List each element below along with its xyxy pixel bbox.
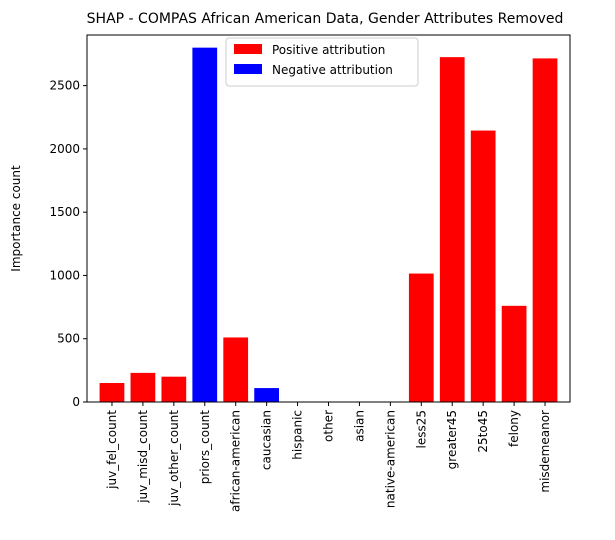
legend-box: [225, 37, 419, 87]
bar-priors_count: [192, 47, 218, 402]
y-axis-label: Importance count: [9, 165, 23, 272]
y-tick-label: 2000: [49, 142, 80, 156]
x-tick-label: juv_fel_count: [105, 410, 119, 490]
x-tick-label: hispanic: [291, 410, 305, 460]
bar-caucasian: [254, 388, 280, 402]
y-tick-label: 1000: [49, 268, 80, 282]
chart-title: SHAP - COMPAS African American Data, Gen…: [87, 11, 564, 27]
x-tick-label: greater45: [445, 410, 459, 469]
bar-juv_other_count: [161, 376, 187, 402]
legend-swatch: [234, 64, 262, 74]
y-tick-label: 2500: [49, 79, 80, 93]
y-axis-ticks: 0 500 1000 1500 2000 2500: [49, 79, 87, 409]
bar-misdemeanor: [532, 58, 558, 402]
bar-juv_misd_count: [130, 372, 156, 402]
legend-label: Positive attribution: [272, 43, 385, 57]
x-tick-label: felony: [507, 410, 521, 447]
legend-swatch: [234, 44, 262, 54]
x-tick-label: african-american: [229, 410, 243, 512]
plot-frame: [86, 34, 571, 403]
bar-juv_fel_count: [99, 383, 125, 402]
x-tick-label: less25: [414, 410, 428, 449]
legend-label: Negative attribution: [272, 63, 393, 77]
x-tick-label: asian: [352, 410, 366, 442]
x-tick-label: native-american: [383, 410, 397, 508]
y-tick-label: 0: [72, 395, 80, 409]
y-tick-label: 1500: [49, 205, 80, 219]
x-axis-ticks: juv_fel_count juv_misd_count juv_other_cou…: [105, 402, 552, 512]
x-tick-label: 25to45: [476, 410, 490, 453]
bar-african-american: [223, 337, 249, 402]
bars-group: [99, 47, 558, 403]
bar-25to45: [470, 130, 496, 402]
x-tick-label: juv_other_count: [167, 410, 181, 507]
x-tick-label: other: [322, 410, 336, 442]
bar-less25: [408, 273, 434, 402]
x-tick-label: caucasian: [260, 410, 274, 470]
bar-felony: [501, 305, 527, 402]
bar-greater45: [439, 57, 465, 403]
x-tick-label: misdemeanor: [538, 410, 552, 493]
legend: Positive attribution Negative attribution: [225, 37, 419, 87]
x-tick-label: juv_misd_count: [136, 410, 150, 504]
x-tick-label: priors_count: [198, 410, 212, 485]
y-tick-label: 500: [57, 332, 80, 346]
